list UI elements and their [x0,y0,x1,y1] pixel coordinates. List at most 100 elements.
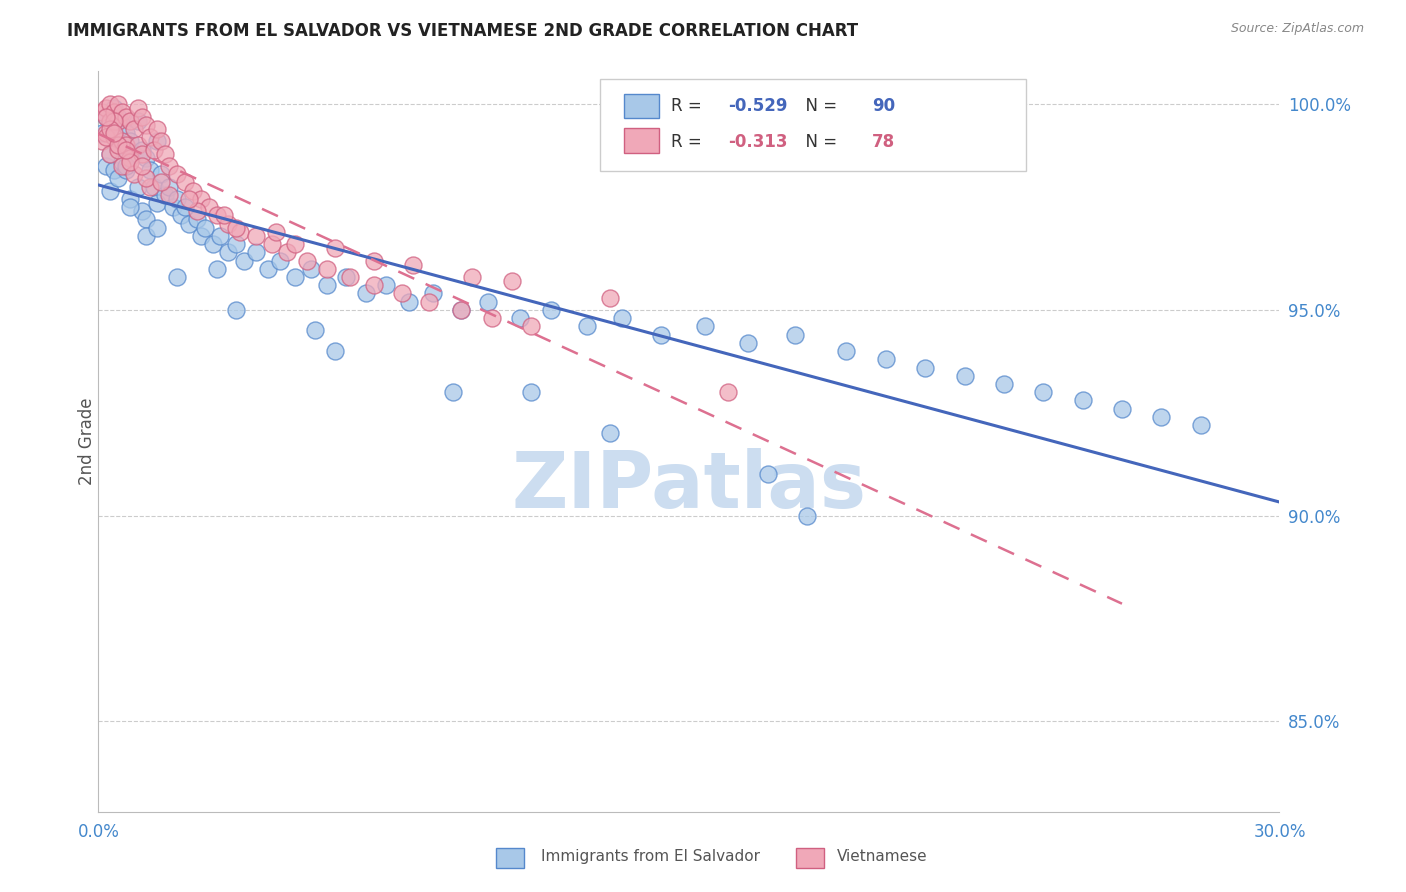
Point [1032,385,1054,400]
Point [118,154,141,169]
Point [284,270,307,285]
Point [166,167,188,181]
Point [575,319,598,334]
Point [245,228,267,243]
Point [96,110,118,124]
Point [96,110,118,124]
Point [610,311,633,326]
Point [127,101,149,115]
Point [146,220,169,235]
Point [953,368,976,383]
Point [111,159,134,173]
Text: N =: N = [796,97,842,115]
Point [96,126,118,140]
Point [115,159,138,173]
Point [127,138,149,153]
Point [177,192,200,206]
Point [135,228,157,243]
Point [190,228,212,243]
Point [214,208,236,222]
Point [103,101,125,115]
Point [450,302,472,317]
Point [186,212,208,227]
Point [256,261,278,276]
Point [315,278,337,293]
Point [142,179,165,194]
Point [796,508,818,523]
Point [91,134,114,148]
Text: Vietnamese: Vietnamese [837,849,927,863]
Point [835,344,858,359]
Point [118,192,141,206]
Point [1111,401,1133,416]
Point [115,143,138,157]
Text: Immigrants from El Salvador: Immigrants from El Salvador [541,849,761,863]
Point [363,253,385,268]
Point [115,163,138,178]
Point [335,270,357,285]
Point [98,122,121,136]
Point [131,110,153,124]
Point [875,352,897,367]
Point [103,163,125,178]
Point [363,278,385,293]
Point [315,261,337,276]
Point [323,241,346,255]
Point [146,122,169,136]
Point [146,134,169,148]
Point [146,196,169,211]
Text: -0.529: -0.529 [728,97,787,115]
Point [135,212,157,227]
Point [209,228,232,243]
Point [138,163,160,178]
Point [374,278,396,293]
Point [205,208,228,222]
Point [118,113,141,128]
Text: 78: 78 [872,133,896,151]
Point [107,97,129,112]
Point [756,467,779,482]
Point [150,175,173,189]
Point [391,286,413,301]
Point [181,184,204,198]
Point [914,360,936,375]
Point [993,376,1015,391]
Point [135,171,157,186]
Point [98,184,121,198]
Point [131,143,153,157]
Point [693,319,716,334]
Point [174,200,197,214]
Point [509,311,531,326]
Point [157,187,180,202]
Point [177,217,200,231]
Point [520,319,543,334]
Point [98,113,121,128]
Point [166,192,188,206]
Y-axis label: 2nd Grade: 2nd Grade [79,398,96,485]
Point [501,274,523,288]
Point [135,118,157,132]
Point [398,294,420,309]
Point [150,167,173,181]
Point [225,302,247,317]
Point [107,138,129,153]
Text: R =: R = [671,133,707,151]
Point [205,261,228,276]
Point [197,200,219,214]
Point [107,143,129,157]
Point [269,253,291,268]
Point [96,101,118,115]
Point [118,151,141,165]
Point [354,286,377,301]
Point [166,270,188,285]
Point [135,151,157,165]
Point [107,113,129,128]
Point [441,385,464,400]
Point [103,130,125,145]
Point [96,159,118,173]
Point [122,122,145,136]
Bar [624,128,659,153]
Point [520,385,543,400]
Point [98,113,121,128]
Point [131,204,153,219]
